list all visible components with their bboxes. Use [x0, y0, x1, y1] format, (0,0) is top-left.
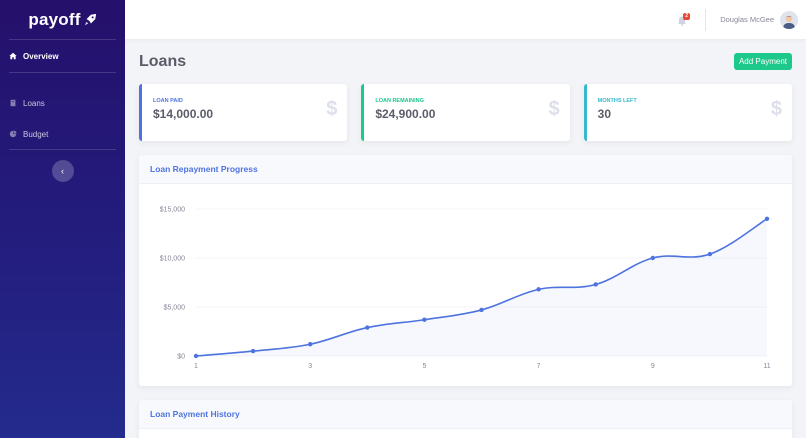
data-point[interactable]: [764, 216, 770, 221]
user-name[interactable]: Douglas McGee: [720, 15, 774, 24]
add-payment-button[interactable]: Add Payment: [733, 53, 792, 70]
sidebar: payoff Overview Loans Budget ‹: [0, 0, 125, 438]
card-title: Loan Payment History: [139, 400, 792, 429]
stat-value: 30: [597, 107, 612, 121]
data-point[interactable]: [250, 348, 256, 354]
data-point[interactable]: [593, 282, 598, 287]
sidebar-item-overview[interactable]: Overview: [0, 40, 125, 72]
card-body: [139, 429, 792, 438]
chart-canvas: $0 $5,000 $10,000 $15,000 1 3 5 7 9 11: [160, 207, 771, 371]
y-tick-label: $0: [177, 354, 185, 361]
x-tick-label: 7: [537, 363, 541, 370]
stat-label: Months Left: [597, 98, 637, 104]
topbar: 2 Douglas McGee: [125, 0, 806, 39]
user-avatar-icon: [780, 10, 798, 29]
data-point[interactable]: [650, 255, 655, 261]
topbar-divider: [705, 8, 707, 31]
book-icon: [10, 99, 16, 107]
data-point[interactable]: [536, 287, 541, 292]
repayment-progress-card: Loan Repayment Progress $0 $5,000 $10,000 $…: [139, 155, 792, 386]
x-tick-label: 3: [308, 363, 312, 370]
x-tick-label: 1: [194, 363, 198, 370]
y-tick-label: $10,000: [160, 256, 185, 263]
data-point[interactable]: [707, 251, 713, 257]
sidebar-item-loans[interactable]: Loans: [0, 87, 125, 119]
stat-card-months-left: Months Left 30 $: [583, 84, 792, 141]
stat-value: $14,000.00: [153, 107, 214, 121]
sidebar-collapse-button[interactable]: ‹: [51, 160, 74, 182]
x-tick-label: 9: [651, 363, 655, 370]
rocket-icon: [84, 13, 96, 25]
sidebar-item-label: Overview: [23, 51, 59, 61]
avatar[interactable]: [780, 10, 798, 29]
sidebar-item-budget[interactable]: Budget: [0, 119, 125, 149]
pie-chart-icon: [9, 130, 17, 138]
data-point[interactable]: [479, 307, 484, 313]
x-tick-label: 11: [763, 363, 770, 370]
page-header: Loans Add Payment: [139, 39, 792, 84]
stat-card-loan-paid: Loan Paid $14,000.00 $: [139, 84, 348, 141]
notification-count-badge: 2: [683, 12, 690, 20]
brand-name: payoff: [28, 9, 81, 29]
data-point[interactable]: [308, 342, 313, 347]
dollar-icon: $: [548, 98, 560, 120]
chevron-left-icon: ‹: [61, 166, 64, 176]
payment-history-card: Loan Payment History: [139, 400, 792, 438]
divider: [9, 149, 116, 150]
home-icon: [9, 52, 17, 60]
brand-logo[interactable]: payoff: [0, 0, 125, 39]
x-tick-label: 5: [422, 363, 426, 370]
stat-label: Loan Paid: [153, 98, 183, 104]
main-content: Loans Add Payment Loan Paid $14,000.00 $…: [139, 39, 792, 438]
sidebar-item-label: Budget: [23, 129, 49, 139]
notifications-button[interactable]: 2: [677, 12, 691, 27]
card-title: Loan Repayment Progress: [139, 155, 792, 184]
divider: [9, 72, 116, 73]
dollar-icon: $: [326, 98, 338, 120]
page-title: Loans: [139, 52, 187, 70]
stats-row: Loan Paid $14,000.00 $ Loan Remaining $2…: [139, 84, 792, 141]
y-tick-label: $5,000: [164, 305, 186, 312]
data-point[interactable]: [422, 317, 427, 322]
data-point[interactable]: [193, 353, 199, 359]
sidebar-item-label: Loans: [23, 98, 45, 108]
divider: [9, 39, 116, 40]
dollar-icon: $: [770, 98, 782, 120]
data-point[interactable]: [365, 325, 370, 330]
stat-label: Loan Remaining: [375, 98, 424, 104]
area-fill: [196, 218, 767, 356]
stat-card-loan-remaining: Loan Remaining $24,900.00 $: [361, 84, 570, 141]
repayment-line-chart[interactable]: $0 $5,000 $10,000 $15,000 1 3 5 7 9 11: [139, 184, 792, 386]
y-tick-label: $15,000: [160, 207, 185, 214]
stat-value: $24,900.00: [375, 107, 436, 121]
